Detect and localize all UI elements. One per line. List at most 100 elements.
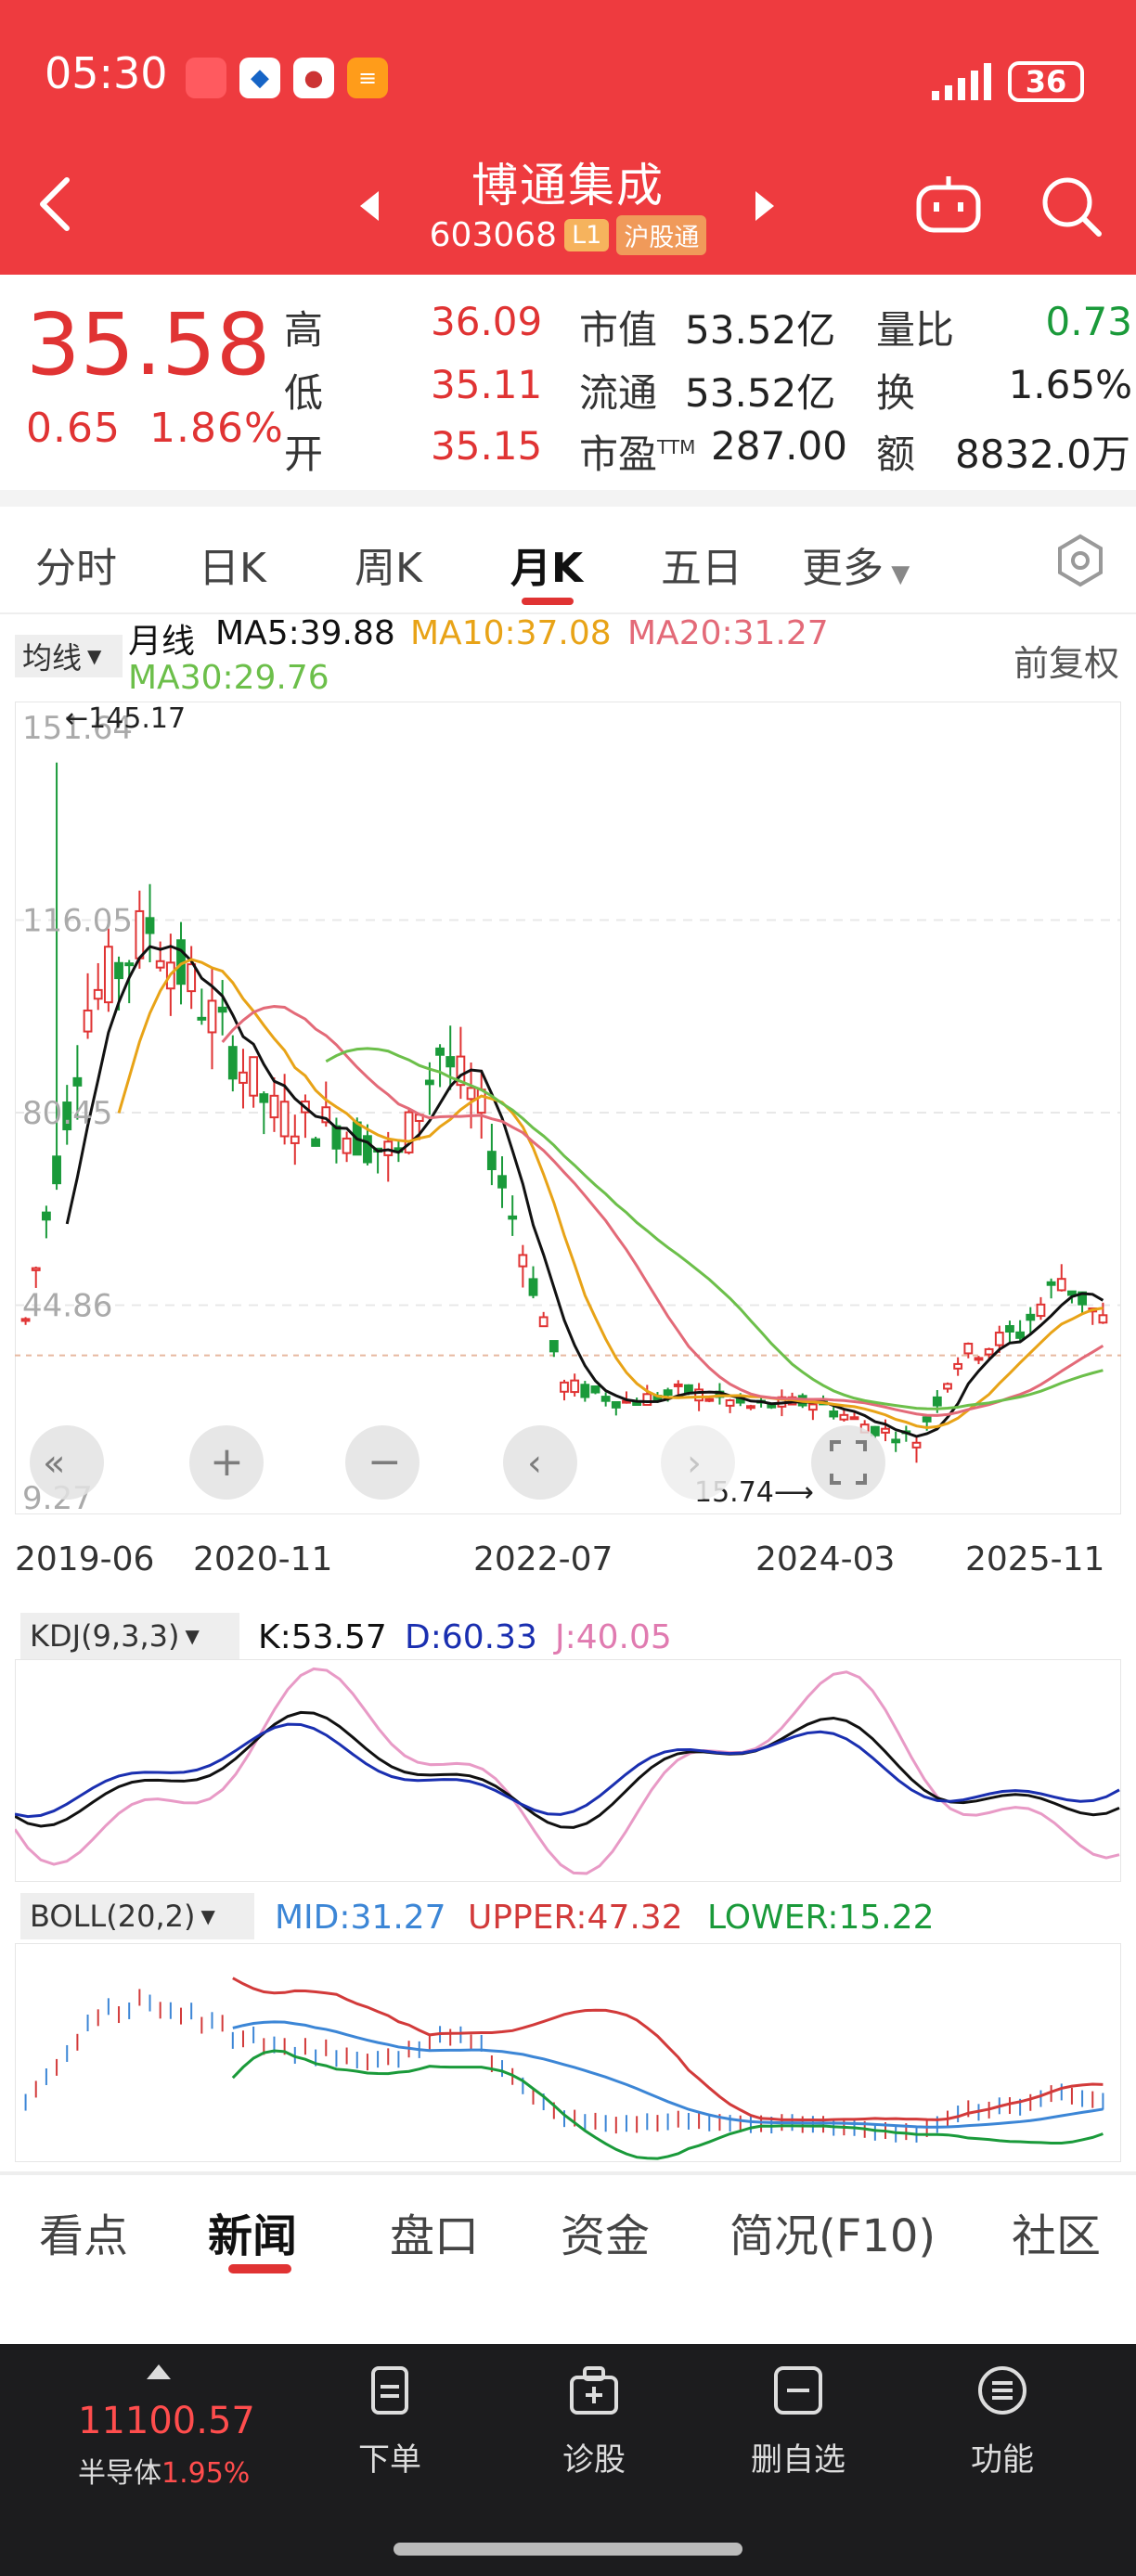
- index-name[interactable]: 半导体1.95%: [78, 2457, 251, 2490]
- amount-label: 额: [876, 431, 916, 477]
- last-price: 35.58: [26, 295, 271, 394]
- ma-period: 月线: [128, 623, 196, 661]
- candle-body: [673, 1383, 683, 1387]
- adjust-mode[interactable]: 前复权: [1013, 643, 1119, 684]
- tab-profile-f10[interactable]: 简况(F10): [729, 2210, 936, 2262]
- plus-icon: +: [210, 1438, 244, 1486]
- candle-body: [217, 1006, 227, 1013]
- candle-body: [704, 1397, 715, 1402]
- section-divider: [0, 490, 1136, 507]
- diagnose-button[interactable]: 诊股: [529, 2364, 659, 2479]
- candle-body: [1036, 1303, 1046, 1318]
- minus-square-icon: [774, 2366, 822, 2415]
- candle-body: [963, 1343, 974, 1355]
- tab-weekly-k[interactable]: 周K: [355, 545, 422, 592]
- candle-body: [52, 1155, 61, 1185]
- boll-lower: LOWER:15.22: [707, 1899, 935, 1937]
- candle-body: [103, 946, 113, 1004]
- chart-frame: [15, 702, 1121, 1514]
- next-stock-icon[interactable]: [754, 189, 776, 223]
- tab-more[interactable]: 更多 ▼: [802, 545, 910, 592]
- functions-button[interactable]: 功能: [937, 2364, 1067, 2479]
- candle-body: [124, 962, 135, 967]
- robot-assistant-icon[interactable]: [913, 174, 984, 236]
- tab-monthly-k[interactable]: 月K: [510, 545, 584, 592]
- candle-body: [363, 1135, 372, 1164]
- fullscreen-button[interactable]: [811, 1425, 885, 1500]
- candle-body: [590, 1385, 600, 1394]
- y-tick-label: 116.05: [22, 902, 133, 939]
- place-order-button[interactable]: 下单: [325, 2364, 455, 2479]
- tab-order-book[interactable]: 盘口: [390, 2210, 480, 2262]
- candle-body: [135, 909, 145, 960]
- tab-daily-k[interactable]: 日K: [199, 545, 266, 592]
- candle-body: [207, 999, 217, 1034]
- remove-watchlist-button[interactable]: 删自选: [733, 2364, 863, 2479]
- open-label: 开: [284, 431, 324, 477]
- candle-body: [486, 1151, 497, 1170]
- tab-underline: [522, 598, 574, 605]
- settings-hexagon-icon[interactable]: [1052, 533, 1108, 588]
- prev-stock-icon[interactable]: [358, 189, 381, 223]
- candle-body: [1067, 1290, 1077, 1296]
- scroll-left-button[interactable]: [503, 1425, 577, 1500]
- connect-tag: 沪股通: [616, 215, 707, 255]
- max-price-annotation: ←145.17: [65, 702, 186, 735]
- candle-body: [911, 1441, 922, 1449]
- tab-capital[interactable]: 资金: [561, 2210, 651, 2262]
- candle-body: [528, 1278, 538, 1296]
- float-value: 53.52亿: [685, 370, 836, 416]
- boll-selector[interactable]: BOLL(20,2) ▼: [20, 1893, 254, 1939]
- candle-body: [290, 1135, 300, 1144]
- minus-icon: −: [368, 1438, 402, 1486]
- price-change: 0.65 1.86%: [26, 405, 284, 452]
- tab-community[interactable]: 社区: [1012, 2210, 1102, 2262]
- amount-value: 8832.0万: [955, 431, 1130, 477]
- index-value[interactable]: 11100.57: [78, 2400, 255, 2442]
- x-tick-2: 2022-07: [473, 1540, 613, 1578]
- candle-body: [497, 1175, 507, 1189]
- open-value: 35.15: [431, 423, 543, 469]
- zoom-in-button[interactable]: [189, 1425, 264, 1500]
- ma10-label: MA10:37.08: [410, 614, 612, 652]
- chevron-down-icon: ▼: [884, 560, 910, 588]
- tab-news[interactable]: 新闻: [208, 2210, 298, 2262]
- y-tick-label: 80.45: [22, 1095, 112, 1132]
- candle-body: [518, 1254, 528, 1268]
- scroll-left-fast-button[interactable]: [30, 1425, 104, 1500]
- bottom-toolbar: [0, 2344, 1136, 2576]
- kdj-selector[interactable]: KDJ(9,3,3) ▼: [20, 1613, 239, 1659]
- ma5-line: [65, 945, 1104, 1438]
- search-icon[interactable]: [1038, 173, 1104, 239]
- ma5-label: MA5:39.88: [215, 614, 395, 652]
- ma-selector[interactable]: 均线 ▼: [15, 635, 123, 677]
- back-icon[interactable]: [37, 176, 74, 232]
- x-tick-4: 2025-11: [965, 1540, 1105, 1578]
- candle-body: [984, 1347, 994, 1356]
- tab-intraday[interactable]: 分时: [35, 545, 117, 592]
- candle-body: [932, 1396, 942, 1407]
- zoom-out-button[interactable]: [345, 1425, 420, 1500]
- menu-circle-icon: [978, 2366, 1026, 2415]
- candle-body: [41, 1211, 51, 1221]
- stock-code: 603068: [429, 216, 558, 254]
- candle-body: [20, 1318, 31, 1322]
- caret-up-icon[interactable]: [145, 2363, 173, 2381]
- mktcap-value: 53.52亿: [685, 307, 836, 353]
- candle-body: [994, 1332, 1004, 1346]
- candle-body: [570, 1379, 580, 1394]
- candle-body: [435, 1047, 445, 1056]
- y-tick-label: 44.86: [22, 1288, 112, 1325]
- tab-highlights[interactable]: 看点: [39, 2210, 129, 2262]
- battery-icon: 36: [1008, 61, 1084, 102]
- candle-body: [694, 1388, 704, 1402]
- boll-lower-line: [231, 2049, 1104, 2160]
- kdj-j: J:40.05: [555, 1618, 672, 1656]
- boll-chart: [15, 1943, 1121, 2162]
- scroll-right-button[interactable]: [661, 1425, 735, 1500]
- news-app-icon: ●: [293, 58, 334, 98]
- candle-body: [1046, 1281, 1056, 1286]
- tab-five-day[interactable]: 五日: [661, 545, 742, 592]
- candle-body: [807, 1403, 818, 1411]
